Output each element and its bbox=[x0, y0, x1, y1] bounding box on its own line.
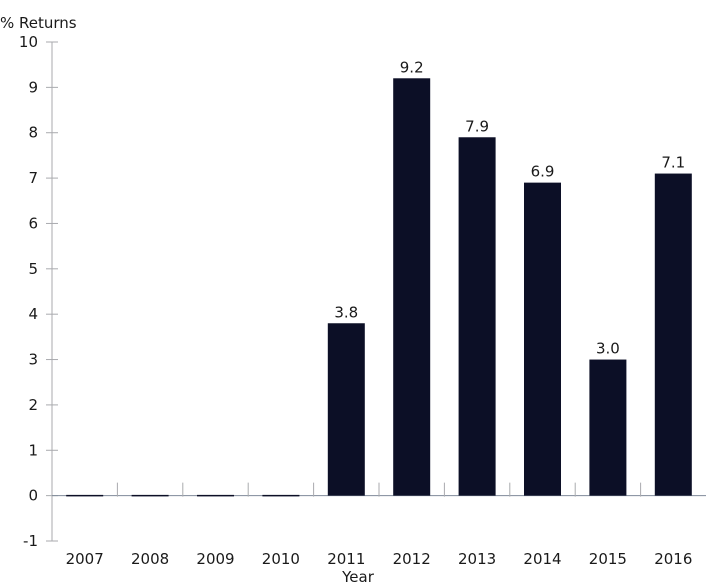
bar-2014 bbox=[524, 182, 561, 496]
y-tick-label: 6 bbox=[28, 214, 38, 232]
bar-labels: 3.8 9.2 7.9 6.9 3.0 7.1 bbox=[334, 58, 685, 357]
data-label-2015: 3.0 bbox=[596, 340, 620, 358]
data-label-2011: 3.8 bbox=[334, 303, 358, 321]
bar-2011 bbox=[327, 323, 365, 496]
bars bbox=[66, 78, 692, 497]
y-tick-label: 1 bbox=[28, 441, 38, 459]
data-label-2013: 7.9 bbox=[465, 117, 489, 135]
bar-2009 bbox=[197, 494, 234, 497]
x-axis-title: Year bbox=[341, 568, 375, 586]
bar-2013 bbox=[458, 137, 496, 496]
x-tick-label: 2011 bbox=[327, 550, 365, 568]
x-tick-label: 2012 bbox=[393, 550, 431, 568]
x-tick-label: 2007 bbox=[66, 550, 104, 568]
x-tick-label: 2014 bbox=[523, 550, 561, 568]
y-tick-label: 8 bbox=[28, 124, 38, 142]
y-tick-label: 0 bbox=[28, 487, 38, 505]
y-axis: -1 0 1 2 3 4 5 6 7 8 9 10 bbox=[19, 33, 58, 550]
data-label-2014: 6.9 bbox=[531, 163, 555, 181]
y-tick-label: 9 bbox=[28, 78, 38, 96]
y-tick-label: 3 bbox=[28, 351, 38, 369]
x-tick-label: 2015 bbox=[589, 550, 627, 568]
data-label-2016: 7.1 bbox=[661, 154, 685, 172]
bar-2008 bbox=[131, 494, 169, 497]
x-tick-label: 2008 bbox=[131, 550, 169, 568]
bar-2012 bbox=[393, 78, 431, 496]
y-tick-label: -1 bbox=[23, 532, 38, 550]
bar-2010 bbox=[262, 494, 300, 497]
x-tick-label: 2010 bbox=[262, 550, 300, 568]
y-tick-label: 10 bbox=[19, 33, 38, 51]
x-tick-label: 2013 bbox=[458, 550, 496, 568]
y-tick-label: 4 bbox=[28, 305, 38, 323]
y-axis-title: % Returns bbox=[0, 14, 77, 32]
y-tick-label: 2 bbox=[28, 396, 38, 414]
bar-2007 bbox=[66, 494, 104, 497]
y-tick-label: 5 bbox=[28, 260, 38, 278]
bar-2016 bbox=[654, 173, 692, 496]
x-tick-label: 2009 bbox=[196, 550, 234, 568]
data-label-2012: 9.2 bbox=[400, 58, 424, 76]
y-tick-label: 7 bbox=[28, 169, 38, 187]
bar-2015 bbox=[589, 359, 627, 496]
x-tick-label: 2016 bbox=[654, 550, 692, 568]
